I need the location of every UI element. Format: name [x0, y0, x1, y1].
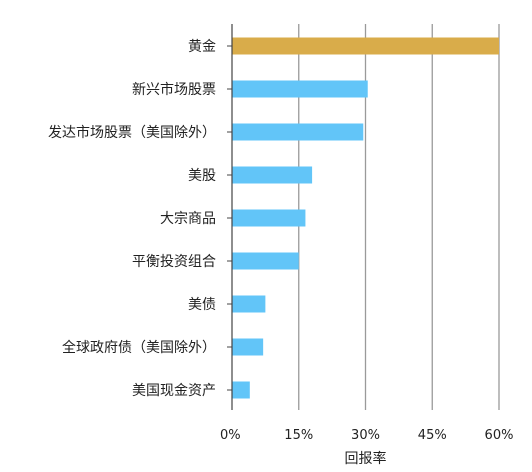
bar-0: [232, 37, 499, 55]
category-label-5: 平衡投资组合: [132, 254, 216, 270]
bar-3: [232, 166, 313, 184]
x-tick-labels: 0% 15% 30% 45% 60%: [220, 428, 513, 443]
bar-2: [232, 123, 364, 141]
category-label-3: 美股: [188, 168, 216, 184]
x-tick-label-1: 15%: [284, 428, 313, 443]
bars: [232, 37, 499, 399]
x-tick-label-4: 60%: [485, 428, 514, 443]
category-label-1: 新兴市场股票: [132, 81, 216, 98]
category-label-6: 美债: [188, 297, 216, 313]
axes: [227, 24, 233, 410]
x-tick-label-0: 0%: [220, 428, 241, 443]
category-label-8: 美国现金资产: [132, 383, 216, 399]
bar-6: [232, 295, 266, 313]
bar-7: [232, 338, 264, 356]
category-label-4: 大宗商品: [160, 211, 216, 227]
category-label-7: 全球政府债（美国除外）: [62, 339, 216, 356]
bar-1: [232, 80, 368, 98]
bar-8: [232, 381, 250, 399]
bar-4: [232, 209, 306, 227]
bar-5: [232, 252, 299, 270]
x-axis-title: 回报率: [345, 450, 387, 467]
category-label-0: 黄金: [188, 38, 216, 55]
category-label-2: 发达市场股票（美国除外）: [48, 124, 216, 141]
x-tick-label-2: 30%: [351, 428, 380, 443]
x-tick-label-3: 45%: [418, 428, 447, 443]
